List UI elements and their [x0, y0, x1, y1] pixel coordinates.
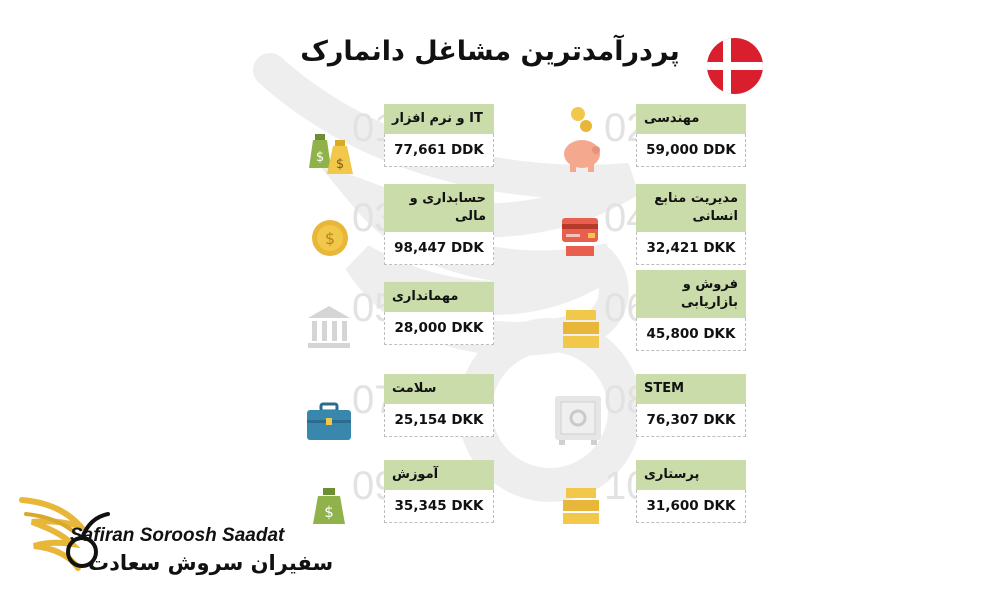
job-label: پرستاری — [636, 460, 746, 490]
gold-bars-icon — [563, 310, 599, 348]
brand-name-en: Safiran Soroosh Saadat — [70, 525, 285, 546]
piggy-bank-icon — [564, 107, 600, 172]
job-salary: 35,345 DKK — [384, 490, 494, 523]
bird-wing-icon — [19, 497, 110, 571]
credit-card-icon — [562, 218, 598, 256]
job-salary: 32,421 DKK — [636, 232, 746, 265]
svg-text:$: $ — [324, 503, 334, 521]
job-card: مهندسی 59,000 DDK — [636, 104, 746, 167]
job-label: آموزش — [384, 460, 494, 490]
money-bag-icon: $ — [313, 488, 345, 524]
job-card: پرستاری 31,600 DKK — [636, 460, 746, 523]
job-label: فروش و بازاریابی — [636, 270, 746, 318]
job-label: مدیریت منابع انسانی — [636, 184, 746, 232]
svg-text:$: $ — [325, 229, 335, 248]
job-card: آموزش 35,345 DKK — [384, 460, 494, 523]
job-salary: 25,154 DKK — [384, 404, 494, 437]
job-salary: 28,000 DKK — [384, 312, 494, 345]
brand-name-fa: سفیران سروش سعادت — [88, 551, 334, 575]
job-label: حسابداری و مالی — [384, 184, 494, 232]
bank-building-icon — [308, 306, 350, 348]
job-label: سلامت — [384, 374, 494, 404]
gold-bars-icon — [563, 488, 599, 524]
job-card: مدیریت منابع انسانی 32,421 DKK — [636, 184, 746, 265]
job-label: مهمانداری — [384, 282, 494, 312]
job-salary: 76,307 DKK — [636, 404, 746, 437]
page-title: پردرآمدترین مشاغل دانمارک — [300, 36, 680, 67]
job-card: STEM 76,307 DKK — [636, 374, 746, 437]
job-salary: 98,447 DDK — [384, 232, 494, 265]
job-salary: 59,000 DDK — [636, 134, 746, 167]
svg-text:$: $ — [316, 150, 324, 165]
job-card: فروش و بازاریابی 45,800 DKK — [636, 270, 746, 351]
job-card: مهمانداری 28,000 DKK — [384, 282, 494, 345]
gold-coin-icon: $ — [312, 220, 348, 256]
denmark-flag-icon — [707, 38, 763, 94]
safe-icon — [555, 396, 601, 445]
job-salary: 77,661 DDK — [384, 134, 494, 167]
job-label: مهندسی — [636, 104, 746, 134]
job-salary: 45,800 DKK — [636, 318, 746, 351]
job-salary: 31,600 DKK — [636, 490, 746, 523]
job-card: حسابداری و مالی 98,447 DDK — [384, 184, 494, 265]
briefcase-icon — [307, 402, 351, 440]
money-bags-icon: $ $ — [309, 134, 353, 174]
svg-text:$: $ — [336, 157, 344, 172]
job-label: STEM — [636, 374, 746, 404]
job-card: IT و نرم افزار 77,661 DDK — [384, 104, 494, 167]
job-card: سلامت 25,154 DKK — [384, 374, 494, 437]
job-label: IT و نرم افزار — [384, 104, 494, 134]
